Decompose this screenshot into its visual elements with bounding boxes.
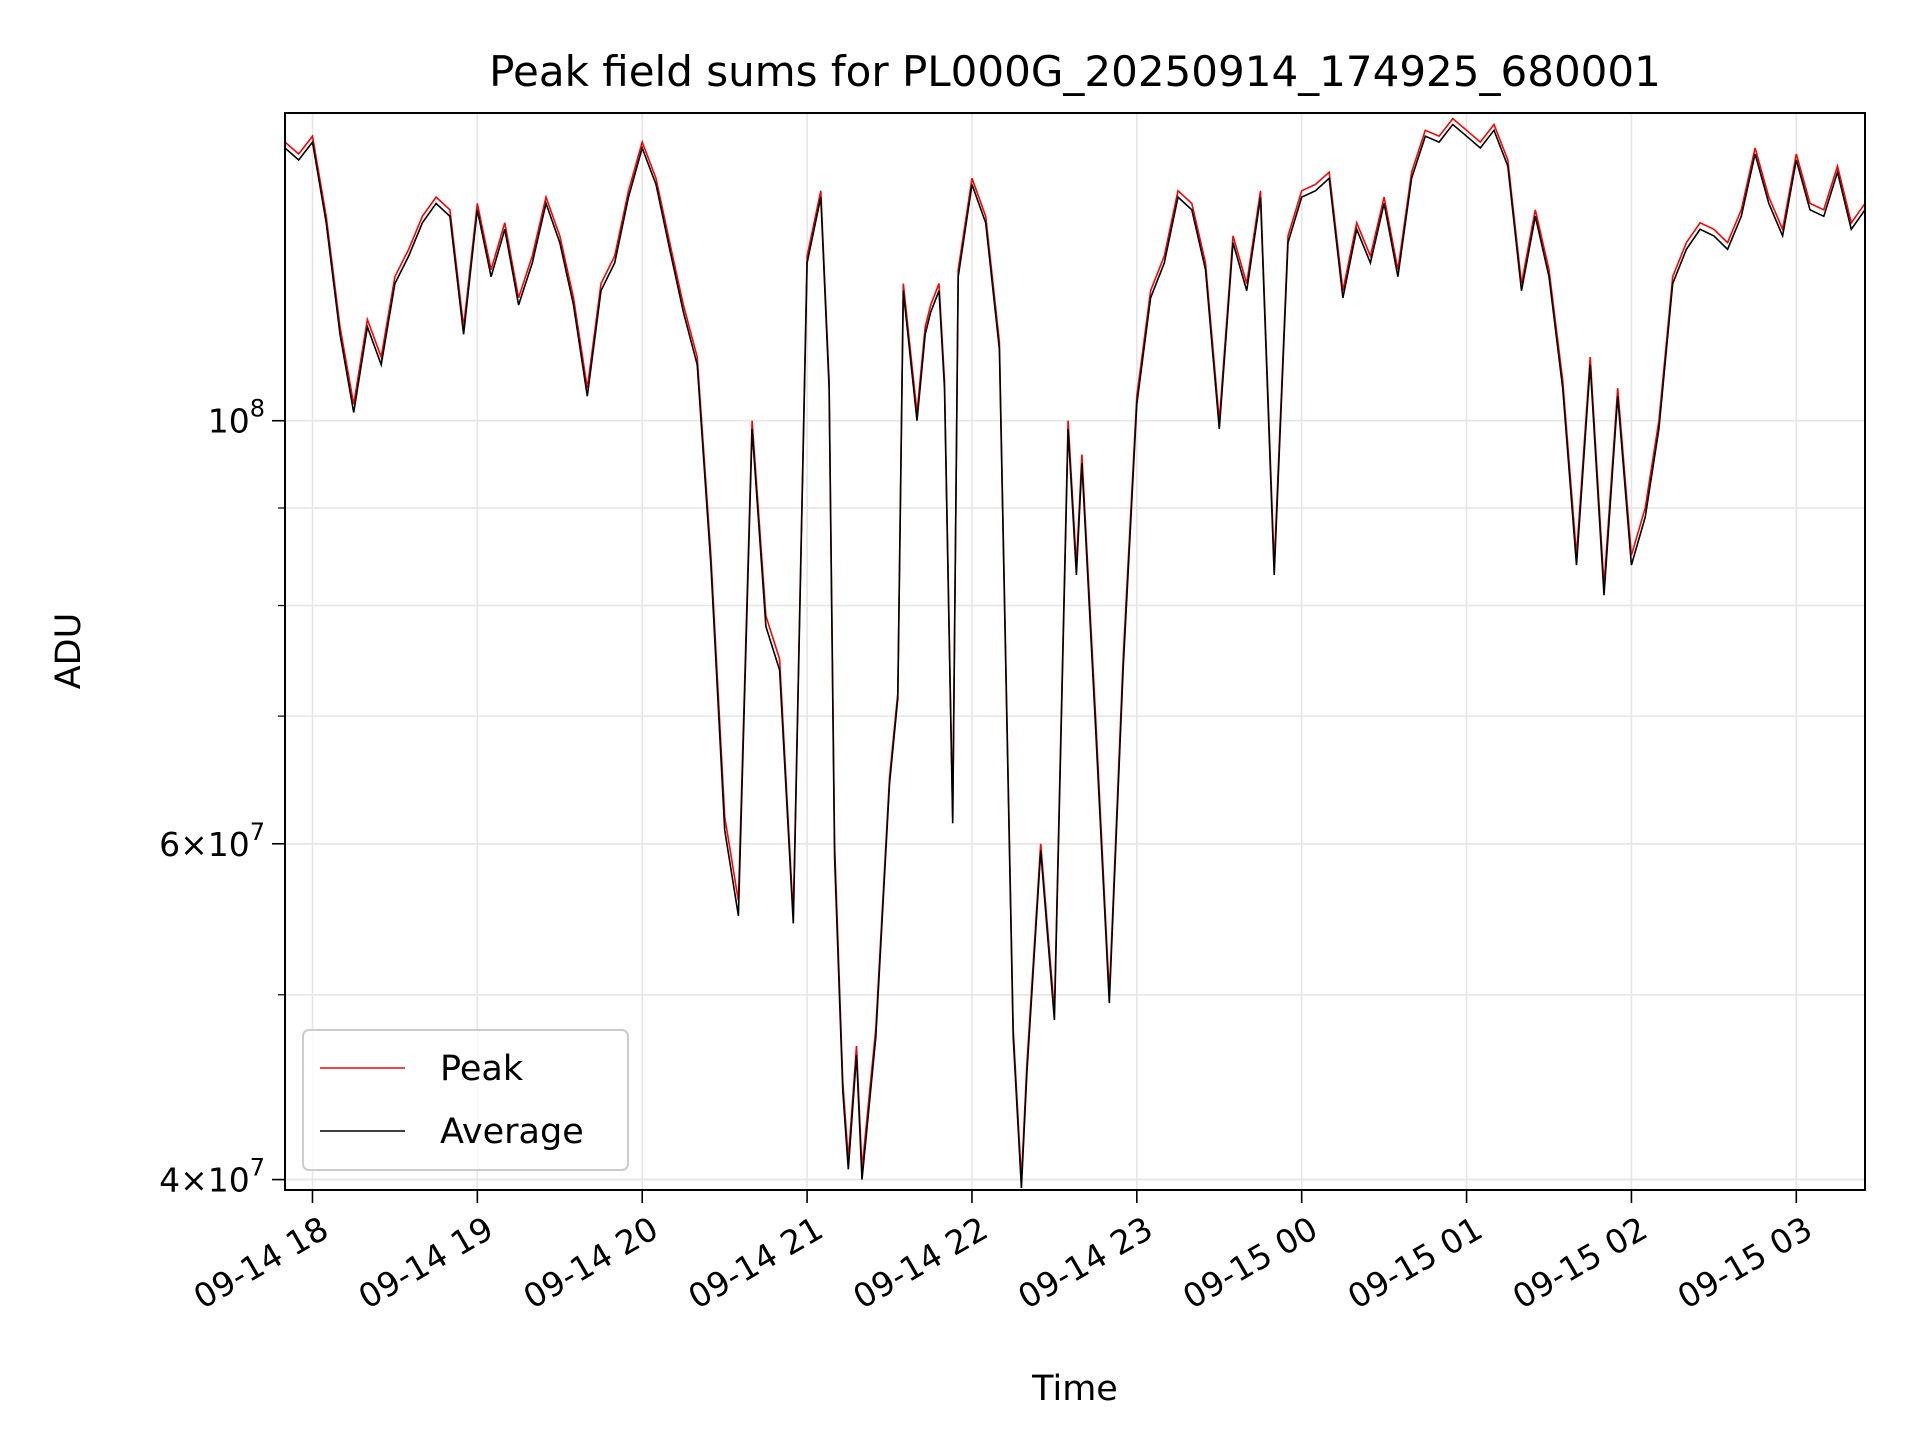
grid-lines (285, 113, 1865, 1190)
y-tick-base: 10 (208, 402, 250, 441)
x-axis-label: Time (1031, 1369, 1118, 1409)
series-layer (284, 117, 1866, 1188)
y-tick-label: 6×107 (159, 818, 265, 864)
legend: Peak Average (302, 1029, 629, 1171)
y-tick-label: 4×107 (159, 1154, 265, 1200)
legend-label-average: Average (440, 1112, 584, 1152)
y-tick-exponent: 7 (250, 1154, 265, 1182)
series-line-average (284, 123, 1866, 1188)
chart-title: Peak field sums for PL000G_20250914_1749… (489, 47, 1661, 96)
plot-area-frame (284, 112, 1866, 1191)
y-tick-exponent: 8 (250, 395, 265, 423)
y-tick-label: 108 (208, 395, 265, 441)
y-tick-mantissa: 6×10 (159, 825, 250, 864)
y-axis-label: ADU (49, 613, 89, 690)
y-tick-exponent: 7 (250, 818, 265, 846)
legend-box (302, 1029, 629, 1171)
y-tick-mantissa: 4×10 (159, 1161, 250, 1200)
legend-label-peak: Peak (440, 1049, 524, 1089)
